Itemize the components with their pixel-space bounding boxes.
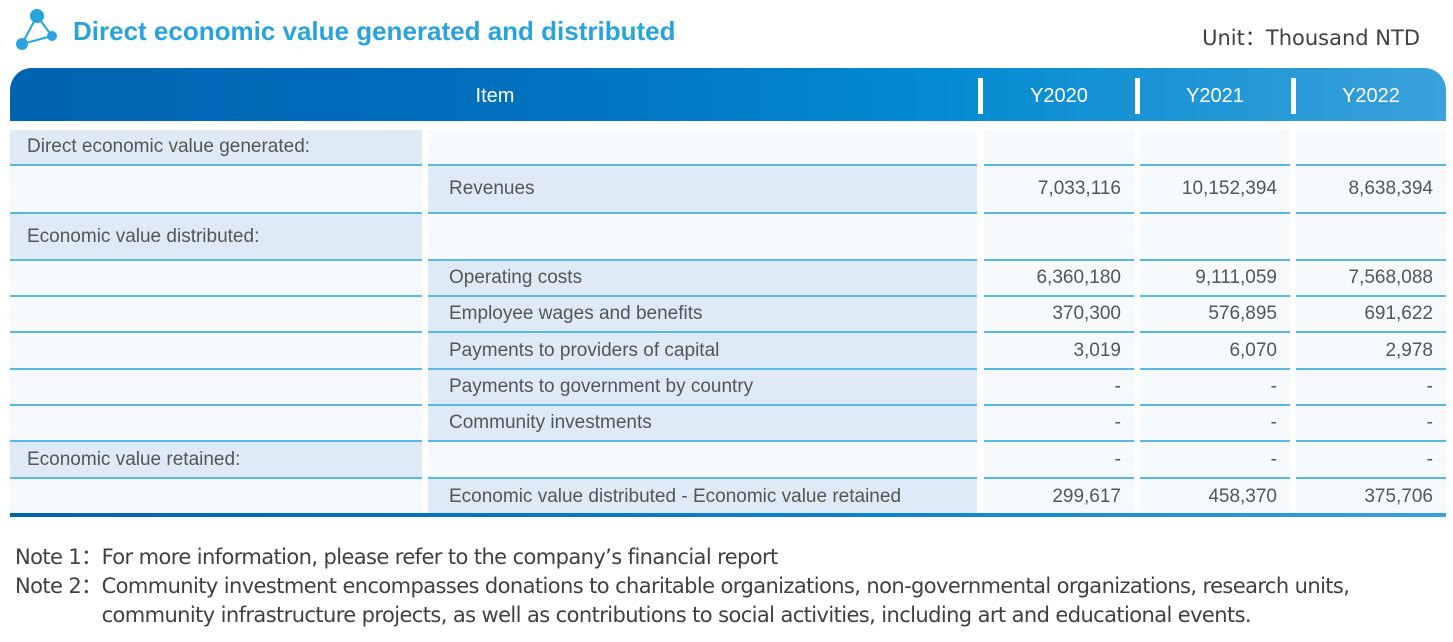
section-label-cell <box>10 406 422 442</box>
item-label-cell <box>428 442 977 479</box>
value-cell-y2022: - <box>1296 406 1446 442</box>
table-header: Item Y2020 Y2021 Y2022 <box>10 68 1446 121</box>
item-label-cell <box>428 130 977 166</box>
section-label-cell <box>10 333 422 370</box>
section-label-cell: Economic value distributed: <box>10 214 422 261</box>
section-label-cell <box>10 479 422 515</box>
section-label-cell <box>10 166 422 214</box>
value-cell-y2021: - <box>1140 370 1290 406</box>
item-label-cell: Operating costs <box>428 261 977 297</box>
notes: Note 1： For more information, please ref… <box>15 543 1453 630</box>
value-cell-y2021: 458,370 <box>1140 479 1290 515</box>
header-year-2020: Y2020 <box>1030 85 1088 107</box>
unit-label: Unit：Thousand NTD <box>1202 26 1420 50</box>
value-cell-y2020: 370,300 <box>984 297 1134 333</box>
note-2: Note 2： Community investment encompasses… <box>15 572 1453 630</box>
note-1: Note 1： For more information, please ref… <box>15 543 1453 572</box>
value-cell-y2022: - <box>1296 370 1446 406</box>
value-cell-y2020 <box>984 130 1134 166</box>
value-cell-y2022 <box>1296 214 1446 261</box>
section-label-cell <box>10 261 422 297</box>
value-cell-y2020: 299,617 <box>984 479 1134 515</box>
section-label-cell <box>10 370 422 406</box>
header-divider <box>1291 78 1296 114</box>
table-bottom-border <box>10 513 1446 517</box>
network-triangle-icon <box>16 9 57 50</box>
value-cell-y2021: - <box>1140 442 1290 479</box>
item-label-cell: Economic value distributed - Economic va… <box>428 479 977 515</box>
item-label-cell: Employee wages and benefits <box>428 297 977 333</box>
section-label-cell: Direct economic value generated: <box>10 130 422 166</box>
item-label-cell <box>428 214 977 261</box>
value-cell-y2022: 375,706 <box>1296 479 1446 515</box>
value-cell-y2020: 3,019 <box>984 333 1134 370</box>
section-label-cell: Economic value retained: <box>10 442 422 479</box>
header-divider <box>1135 78 1140 114</box>
section-label-cell <box>10 297 422 333</box>
value-cell-y2022: 2,978 <box>1296 333 1446 370</box>
value-cell-y2021 <box>1140 214 1290 261</box>
page-title: Direct economic value generated and dist… <box>73 16 676 46</box>
value-cell-y2020: - <box>984 370 1134 406</box>
value-cell-y2022: 7,568,088 <box>1296 261 1446 297</box>
value-cell-y2021: 10,152,394 <box>1140 166 1290 214</box>
item-label-cell: Payments to government by country <box>428 370 977 406</box>
value-cell-y2021: 6,070 <box>1140 333 1290 370</box>
header-item: Item <box>475 85 515 107</box>
value-cell-y2021: 9,111,059 <box>1140 261 1290 297</box>
value-cell-y2022: 691,622 <box>1296 297 1446 333</box>
value-cell-y2021: 576,895 <box>1140 297 1290 333</box>
note-label: Note 1： <box>15 545 102 569</box>
item-label-cell: Community investments <box>428 406 977 442</box>
item-label-cell: Revenues <box>428 166 977 214</box>
value-cell-y2020: 6,360,180 <box>984 261 1134 297</box>
note-text: Community investment encompasses donatio… <box>101 574 1350 627</box>
header-year-2022: Y2022 <box>1342 85 1400 107</box>
item-label-cell: Payments to providers of capital <box>428 333 977 370</box>
value-cell-y2020: - <box>984 406 1134 442</box>
value-cell-y2021 <box>1140 130 1290 166</box>
value-cell-y2021: - <box>1140 406 1290 442</box>
header-divider <box>978 78 983 114</box>
value-cell-y2022 <box>1296 130 1446 166</box>
header-year-2021: Y2021 <box>1186 85 1244 107</box>
value-cell-y2020: 7,033,116 <box>984 166 1134 214</box>
note-label: Note 2： <box>15 574 102 598</box>
value-cell-y2020: - <box>984 442 1134 479</box>
value-cell-y2020 <box>984 214 1134 261</box>
note-text: For more information, please refer to th… <box>101 545 779 569</box>
value-cell-y2022: 8,638,394 <box>1296 166 1446 214</box>
value-cell-y2022: - <box>1296 442 1446 479</box>
